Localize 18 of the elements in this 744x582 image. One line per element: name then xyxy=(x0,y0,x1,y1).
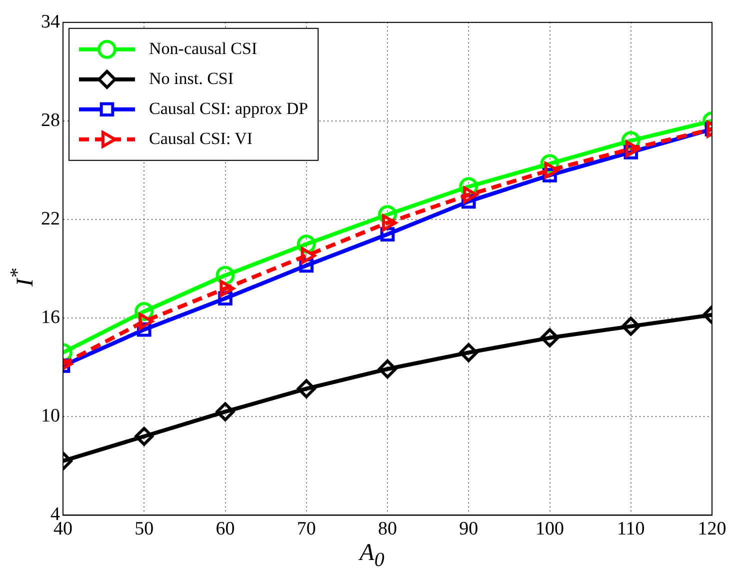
x-tick-label: 100 xyxy=(536,518,564,540)
legend-label: No inst. CSI xyxy=(149,68,234,88)
x-tick-label: 110 xyxy=(616,518,645,540)
y-tick-label: 34 xyxy=(41,11,60,32)
y-tick-label: 28 xyxy=(41,110,60,131)
x-tick-label: 80 xyxy=(378,518,397,540)
x-tick-label: 60 xyxy=(216,518,235,540)
y-tick-label: 22 xyxy=(41,208,60,230)
x-tick-label: 120 xyxy=(698,518,726,540)
x-tick-label: 50 xyxy=(134,518,154,540)
legend-label: Causal CSI: VI xyxy=(149,128,253,148)
x-tick-label: 70 xyxy=(296,518,316,540)
x-axis-title: A$_{0}$ xyxy=(357,540,386,572)
y-tick-label: 16 xyxy=(41,307,60,328)
y-tick-label: 10 xyxy=(41,406,60,427)
legend-label: Non-causal CSI xyxy=(149,38,258,58)
legend-label: Causal CSI: approx DP xyxy=(149,98,308,118)
x-tick-label: 90 xyxy=(459,518,478,540)
